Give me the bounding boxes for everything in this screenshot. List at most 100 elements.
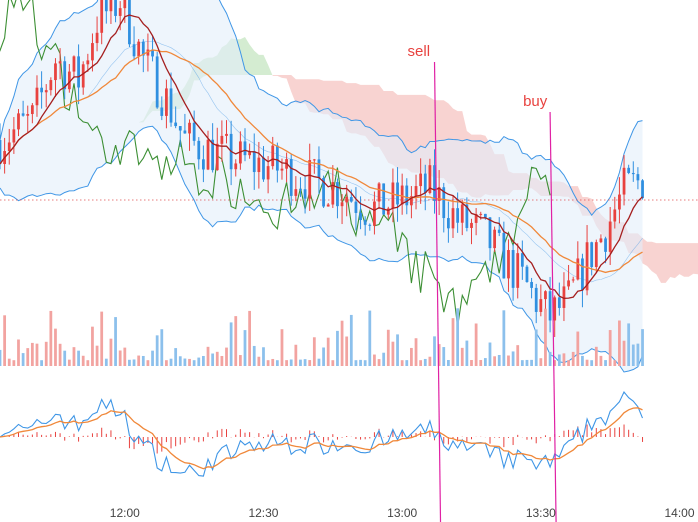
volume-bar [225,347,228,366]
candle-body [188,122,191,134]
volume-bar [275,360,279,366]
x-axis: 12:00 12:30 13:00 13:30 14:00 [110,506,695,520]
volume-bar [567,360,570,366]
volume-bar [206,346,210,366]
bollinger-mid-line [0,40,643,283]
candle-body [77,56,80,88]
volume-bar [114,317,117,366]
volume-bar [26,348,30,366]
candle-body [160,107,164,116]
volume-bar [123,347,127,366]
candle-body [497,229,501,233]
volume-bar [391,341,395,366]
candle-body [581,258,584,291]
volume-bar [3,315,7,366]
volume-bar [118,350,122,366]
volume-bar [373,354,376,366]
candle-body [553,297,557,321]
candle-body [7,142,11,152]
volume-bar [285,360,288,366]
volume-bar [40,360,43,366]
candle-body [460,204,464,223]
volume-bar [141,355,145,366]
volume-bar [516,345,520,366]
volume-bar [479,359,483,366]
candle-body [368,224,372,226]
volume-bar [631,344,635,366]
volume-bar [220,355,224,366]
candle-body [428,165,432,193]
candle-body [257,157,261,173]
volume-bar [442,347,446,366]
volume-bar [49,310,53,366]
candle-body [359,212,362,221]
candle-body [322,178,325,207]
candle-body [465,204,469,228]
volume-bar [303,359,307,366]
candle-body [446,218,450,229]
candle-body [373,201,376,226]
volume-bar [354,360,358,366]
candle-body [442,187,446,219]
volume-bar [326,337,330,366]
volume-panel [0,308,644,366]
volume-bar [308,360,312,366]
candle-body [622,167,626,195]
candle-body [54,63,57,81]
candle-body [146,49,150,56]
volume-bar [530,359,533,366]
volume-bar [72,347,76,366]
volume-bar [137,355,141,366]
volume-bar [622,340,626,366]
candle-body [192,122,196,141]
candle-body [202,159,205,170]
volume-bar [234,316,238,366]
x-tick-label: 14:00 [664,506,694,520]
volume-bar [470,359,473,366]
volume-bar [243,330,247,366]
candle-body [141,41,145,56]
candle-body [183,130,187,134]
volume-bar [641,329,644,366]
candle-body [585,242,589,291]
candle-body [275,145,279,171]
volume-bar [451,318,455,366]
volume-bar [174,348,178,366]
volume-bar [104,358,108,366]
candle-body [35,87,39,106]
candle-body [562,286,566,308]
candle-body [109,0,113,12]
candle-body [548,291,552,321]
volume-bar [604,360,607,366]
volume-bar [178,356,182,366]
candle-body [155,56,159,108]
candle-body [386,208,390,215]
volume-bar [585,359,589,366]
volume-bar [539,358,543,366]
candle-body [206,139,210,170]
candle-body [289,159,293,196]
volume-bar [280,329,284,366]
volume-bar [197,357,201,366]
volume-bar [67,359,71,366]
candle-body [72,56,76,72]
volume-bar [266,360,270,366]
volume-bar [95,345,99,366]
volume-bar [160,329,164,366]
candle-body [248,151,252,156]
candle-body [100,0,104,33]
candle-body [123,0,127,9]
oscillator-slow-line [0,407,643,470]
volume-bar [7,358,11,366]
volume-bar [488,342,492,366]
candle-body [303,189,307,199]
candle-body [354,201,358,213]
tenkan-line [0,14,643,299]
volume-bar [35,343,39,366]
candle-body [215,143,219,171]
volume-bar [345,336,349,366]
volume-bar [544,308,547,366]
candle-body [345,197,349,203]
candle-body [58,61,62,64]
